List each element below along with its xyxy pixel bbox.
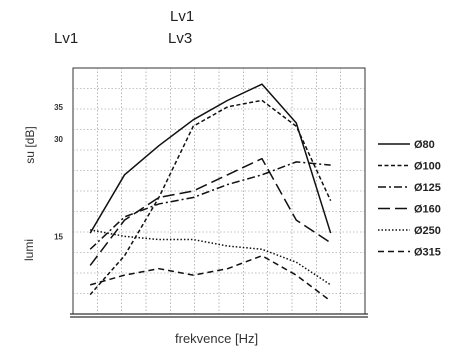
y-axis-label-upper: su [dB] [23,126,37,164]
legend: Ø80 Ø100 Ø125 Ø160 Ø250 Ø315 [378,139,441,259]
grid [73,68,365,314]
legend-label: Ø100 [414,161,441,173]
series-line-2 [89,99,332,296]
legend-label: Ø250 [414,225,441,237]
series-lines [89,83,332,302]
series-line-3 [89,161,331,250]
legend-label: Ø160 [414,204,441,216]
y-tick-label: 35 [54,103,63,112]
legend-label: Ø80 [414,139,435,151]
header-center-bottom-label: Lv3 [168,30,193,47]
y-tick-label: 15 [54,232,63,241]
y-tick-label: 30 [54,135,63,144]
legend-label: Ø315 [414,247,441,259]
header-center-top-label: Lv1 [170,8,195,25]
legend-label: Ø125 [414,182,441,194]
y-axis-label-lower: lumi [22,239,36,262]
y-ticks: 15 30 35 [54,103,63,241]
header-left-label: Lv1 [54,30,79,47]
x-axis-label: frekvence [Hz] [175,331,259,346]
series-line-6 [89,254,332,302]
series-line-5 [90,229,332,286]
series-line-1 [89,83,332,234]
